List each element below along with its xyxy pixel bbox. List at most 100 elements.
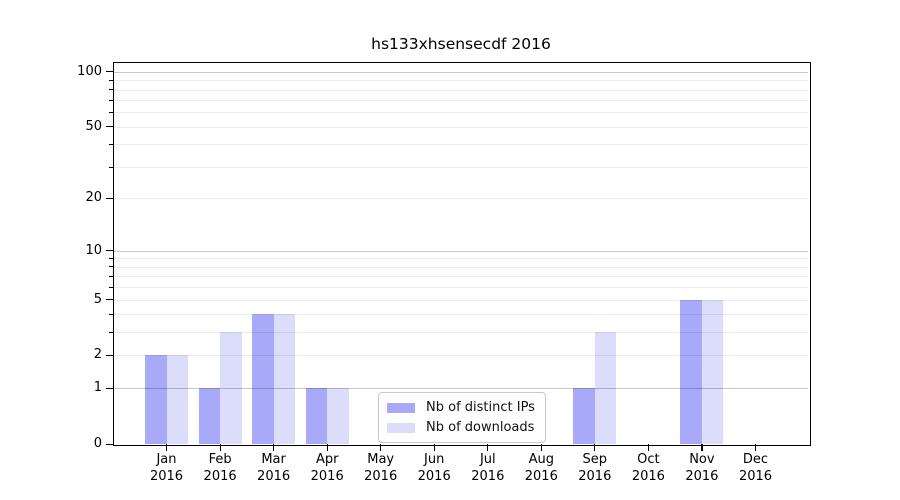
x-tick-label-year-mar: 2016 [257,469,291,484]
y-tick-label-10: 10 [85,242,102,258]
legend-label-distinct-ips: Nb of distinct IPs [426,400,535,415]
x-tick-jan [166,444,168,451]
y-tick-5 [106,299,113,301]
y-tick-label-2: 2 [93,347,102,363]
y-tick-label-20: 20 [85,190,102,206]
x-tick-label-month-jan: Jan [156,452,177,467]
x-tick-label-month-sep: Sep [582,452,608,467]
legend-label-downloads: Nb of downloads [426,420,535,435]
gridline-y-70 [114,100,808,102]
y-minor-tick-4 [109,313,113,315]
gridline-y-20 [114,198,808,200]
bar-distinct-ips-nov [680,299,702,444]
x-tick-dec [755,444,757,451]
x-tick-label-year-jul: 2016 [471,469,505,484]
y-tick-1 [106,387,113,389]
x-tick-feb [219,444,221,451]
x-tick-mar [273,444,275,451]
x-tick-label-month-dec: Dec [742,452,769,467]
gridline-y-90 [114,80,808,82]
bar-distinct-ips-sep [573,388,595,444]
bar-distinct-ips-mar [252,314,274,444]
gridline-y-5 [114,299,808,301]
x-tick-may [380,444,382,451]
x-tick-label-year-jan: 2016 [149,469,184,484]
x-tick-jun [433,444,435,451]
x-tick-label-month-may: May [367,452,395,467]
bar-downloads-nov [701,299,724,444]
bar-downloads-jan [166,355,188,444]
x-tick-label-year-oct: 2016 [631,469,665,484]
y-minor-tick-70 [109,99,113,101]
y-tick-2 [106,354,113,357]
x-tick-sep [594,444,596,451]
legend-item-downloads: Nb of downloads [387,419,535,436]
gridline-y-100 [114,71,808,73]
x-tick-label-month-jul: Jul [479,452,496,467]
x-tick-label-year-apr: 2016 [310,469,344,484]
chart-title: hs133xhsensecdf 2016 [371,35,551,53]
x-tick-label-month-nov: Nov [689,452,715,467]
x-tick-label-year-may: 2016 [364,469,398,484]
gridline-y-2 [114,355,808,357]
gridline-y-3 [114,332,808,334]
gridline-y-8 [114,266,808,268]
x-tick-label-year-sep: 2016 [578,469,612,484]
bar-distinct-ips-jan [145,355,167,444]
x-tick-oct [647,444,650,451]
gridline-y-60 [114,112,808,114]
x-tick-label-month-jun: Jun [424,452,445,467]
y-minor-tick-90 [109,79,113,81]
x-tick-label-month-apr: Apr [315,452,339,467]
x-tick-label-month-feb: Feb [208,452,232,467]
gridline-y-6 [114,287,808,288]
y-minor-tick-6 [109,286,113,288]
bar-downloads-sep [594,332,617,444]
x-tick-nov [701,444,703,451]
x-tick-jul [487,444,489,451]
gridline-y-50 [114,126,808,128]
bar-downloads-mar [273,314,296,444]
y-tick-label-5: 5 [93,291,102,307]
gridline-y-30 [114,167,808,168]
bar-downloads-apr [327,388,349,444]
legend-item-distinct-ips: Nb of distinct IPs [387,399,535,416]
x-tick-label-year-feb: 2016 [203,469,237,484]
x-tick-apr [326,444,328,451]
x-tick-label-month-oct: Oct [637,452,660,467]
y-minor-tick-60 [109,111,113,113]
y-minor-tick-30 [109,166,113,168]
legend-swatch-downloads-icon [387,422,415,433]
legend: Nb of distinct IPs Nb of downloads [378,392,546,443]
x-tick-label-year-aug: 2016 [524,469,558,484]
y-tick-100 [106,71,113,73]
y-minor-tick-7 [109,275,113,277]
y-tick-0 [106,443,113,445]
y-tick-20 [106,197,113,200]
bar-downloads-feb [220,332,242,444]
x-tick-label-year-nov: 2016 [685,469,719,484]
bar-distinct-ips-apr [305,388,328,444]
x-tick-aug [540,444,542,451]
y-minor-tick-3 [109,331,113,333]
x-tick-label-year-jun: 2016 [417,469,451,484]
y-tick-label-100: 100 [77,63,102,79]
y-tick-label-50: 50 [85,118,102,134]
gridline-y-40 [114,144,808,146]
y-minor-tick-9 [109,257,113,259]
y-tick-label-1: 1 [93,380,102,396]
gridline-y-4 [114,314,808,316]
y-minor-tick-8 [109,266,113,268]
gridline-y-80 [114,89,808,91]
gridline-y-7 [114,276,808,278]
bar-distinct-ips-feb [198,388,221,444]
y-minor-tick-80 [109,89,113,90]
gridline-y-9 [114,258,808,260]
y-tick-50 [106,126,113,128]
x-tick-label-month-mar: Mar [261,452,286,467]
legend-swatch-distinct-ips-icon [387,402,415,413]
x-tick-label-year-dec: 2016 [738,469,773,484]
y-tick-label-0: 0 [93,436,102,451]
